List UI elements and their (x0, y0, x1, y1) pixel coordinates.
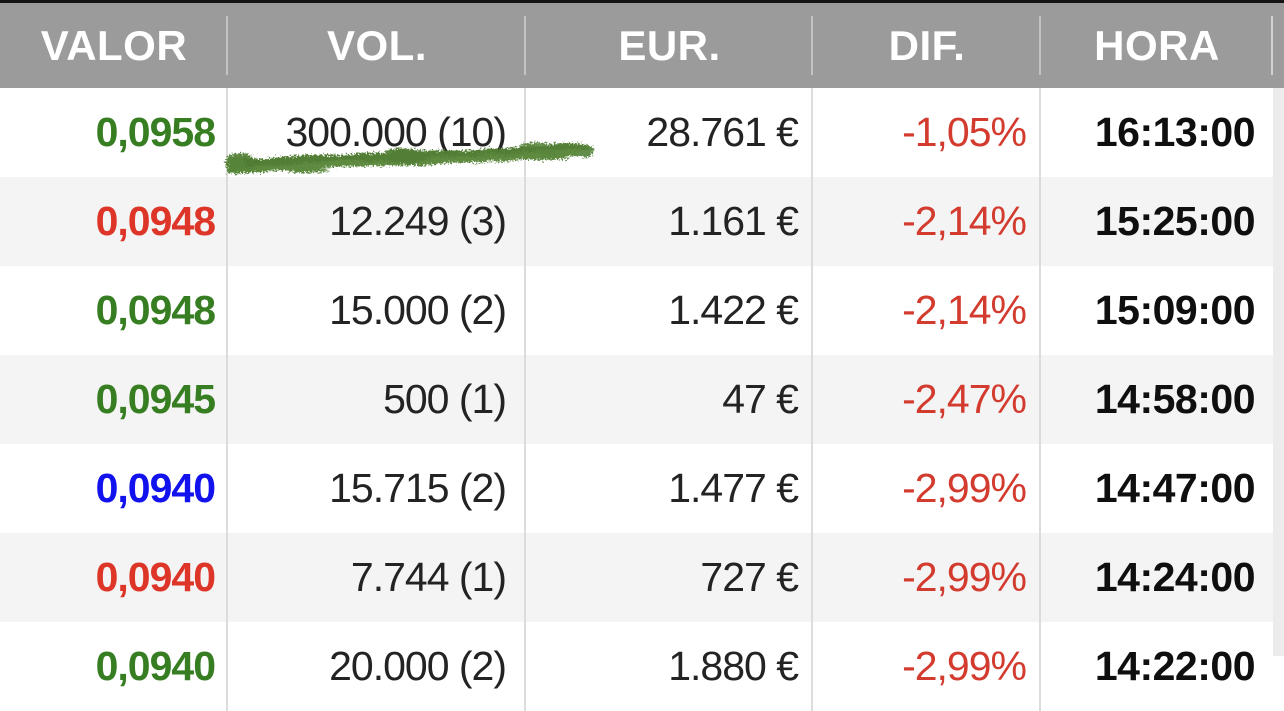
top-border (0, 0, 1284, 3)
valor-cell: 0,0940 (0, 444, 228, 533)
trade-row[interactable]: 0,0940 20.000 (2) 1.880 € -2,99% 14:22:0… (0, 622, 1284, 711)
euro-amount-cell: 28.761 € (526, 88, 813, 177)
trades-table: VALOR VOL. EUR. DIF. HORA 0,0958 300.000… (0, 3, 1284, 711)
euro-amount-cell: 1.161 € (526, 177, 813, 266)
valor-cell: 0,0945 (0, 355, 228, 444)
table-header-row: VALOR VOL. EUR. DIF. HORA (0, 3, 1284, 88)
trade-row[interactable]: 0,0948 12.249 (3) 1.161 € -2,14% 15:25:0… (0, 177, 1284, 266)
diff-percent-cell: -1,05% (813, 88, 1041, 177)
valor-cell: 0,0940 (0, 533, 228, 622)
volume-cell: 7.744 (1) (228, 533, 526, 622)
scrollbar-gutter[interactable] (1273, 0, 1284, 656)
diff-percent-cell: -2,99% (813, 533, 1041, 622)
diff-percent-cell: -2,14% (813, 266, 1041, 355)
trade-row[interactable]: 0,0940 15.715 (2) 1.477 € -2,99% 14:47:0… (0, 444, 1284, 533)
volume-cell: 20.000 (2) (228, 622, 526, 711)
time-cell: 15:25:00 (1094, 198, 1256, 244)
valor-cell: 0,0948 (0, 266, 228, 355)
diff-percent-cell: -2,99% (813, 444, 1041, 533)
valor-cell: 0,0958 (0, 88, 228, 177)
table-body: 0,0958 300.000 (10) 28.761 € -1,05% 16:1… (0, 88, 1284, 711)
column-header-hora: HORA (1041, 3, 1273, 88)
euro-amount-cell: 1.477 € (526, 444, 813, 533)
euro-amount-cell: 1.880 € (526, 622, 813, 711)
euro-amount-cell: 47 € (526, 355, 813, 444)
diff-percent-cell: -2,47% (813, 355, 1041, 444)
volume-cell: 300.000 (10) (228, 88, 526, 177)
time-cell: 15:09:00 (1094, 287, 1256, 333)
column-header-dif: DIF. (813, 3, 1041, 88)
trade-row[interactable]: 0,0940 7.744 (1) 727 € -2,99% 14:24:00 (0, 533, 1284, 622)
valor-cell: 0,0948 (0, 177, 228, 266)
volume-cell: 500 (1) (228, 355, 526, 444)
euro-amount-cell: 1.422 € (526, 266, 813, 355)
time-cell: 16:13:00 (1094, 109, 1256, 155)
time-cell: 14:58:00 (1094, 376, 1256, 422)
trade-row[interactable]: 0,0945 500 (1) 47 € -2,47% 14:58:00 (0, 355, 1284, 444)
time-cell: 14:22:00 (1094, 643, 1256, 689)
column-header-valor: VALOR (0, 3, 228, 88)
time-cell: 14:24:00 (1094, 554, 1256, 600)
valor-cell: 0,0940 (0, 622, 228, 711)
volume-cell: 15.000 (2) (228, 266, 526, 355)
time-cell: 14:47:00 (1094, 465, 1256, 511)
column-header-vol: VOL. (228, 3, 526, 88)
diff-percent-cell: -2,14% (813, 177, 1041, 266)
euro-amount-cell: 727 € (526, 533, 813, 622)
diff-percent-cell: -2,99% (813, 622, 1041, 711)
volume-cell: 15.715 (2) (228, 444, 526, 533)
column-header-eur: EUR. (526, 3, 813, 88)
trade-row[interactable]: 0,0948 15.000 (2) 1.422 € -2,14% 15:09:0… (0, 266, 1284, 355)
scrollbar-gutter-header-segment (1273, 0, 1284, 88)
volume-cell: 12.249 (3) (228, 177, 526, 266)
trade-row[interactable]: 0,0958 300.000 (10) 28.761 € -1,05% 16:1… (0, 88, 1284, 177)
